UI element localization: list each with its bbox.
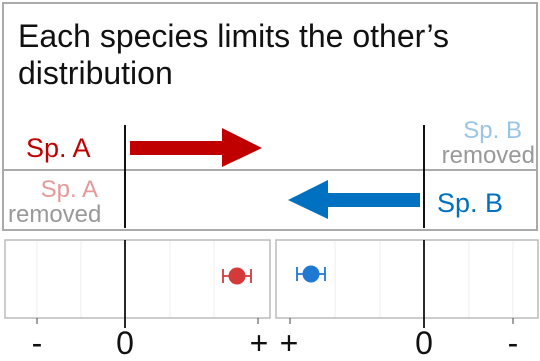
left-panel <box>4 239 271 328</box>
left-tick-label-minus: - <box>31 325 43 361</box>
left-tick-label-plus: + <box>249 325 269 361</box>
sp-b-label: Sp. B <box>437 188 504 218</box>
right-tick-label-zero: 0 <box>415 325 433 361</box>
right-point <box>302 265 320 283</box>
sp-a-removed-label-1: Sp. A <box>40 176 98 203</box>
sp-a-label: Sp. A <box>26 133 91 163</box>
sp-a-removed-label-2: removed <box>8 201 102 228</box>
right-tick-label-plus: + <box>279 325 299 361</box>
sp-b-removed-label-2: removed <box>441 142 535 169</box>
left-tick-label-zero: 0 <box>116 325 134 361</box>
right-panel <box>275 239 539 328</box>
left-panel-frame <box>4 239 271 319</box>
outer-frame <box>2 2 538 231</box>
sp-a-arrow <box>130 128 262 167</box>
right-panel-frame <box>275 239 539 319</box>
left-point <box>228 267 246 285</box>
diagram-title: Each species limits the other’s distribu… <box>18 18 450 91</box>
sp-b-removed-label-1: Sp. B <box>463 117 522 144</box>
right-tick-label-minus: - <box>507 325 519 361</box>
sp-b-arrow <box>288 180 420 219</box>
